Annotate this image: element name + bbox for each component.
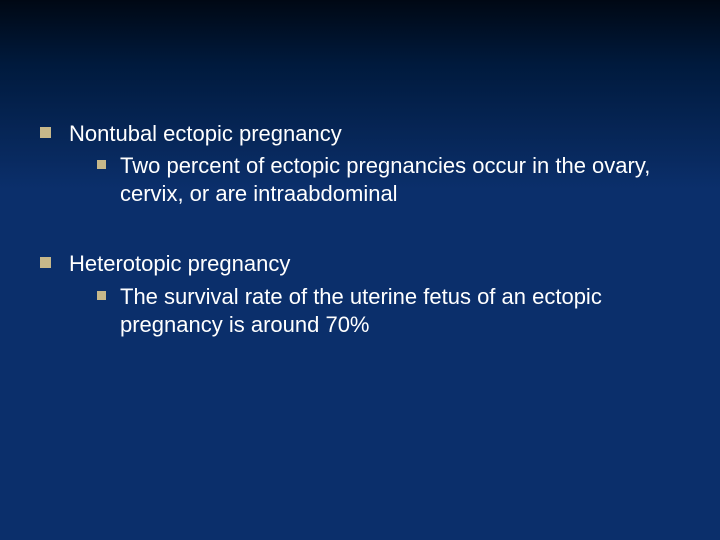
slide: Nontubal ectopic pregnancy Two percent o… [0, 0, 720, 540]
sub-bullet-text-0: Two percent of ectopic pregnancies occur… [120, 152, 680, 208]
square-bullet-icon [97, 160, 106, 169]
bullet-content-0: Nontubal ectopic pregnancy Two percent o… [69, 120, 680, 208]
bullet-item-0: Nontubal ectopic pregnancy Two percent o… [40, 120, 680, 208]
bullet-heading-0: Nontubal ectopic pregnancy [69, 120, 680, 148]
square-bullet-icon [40, 257, 51, 268]
sub-bullet-item-0: Two percent of ectopic pregnancies occur… [69, 152, 680, 208]
bullet-item-1: Heterotopic pregnancy The survival rate … [40, 250, 680, 338]
sub-bullet-item-1: The survival rate of the uterine fetus o… [69, 283, 680, 339]
bullet-content-1: Heterotopic pregnancy The survival rate … [69, 250, 680, 338]
square-bullet-icon [40, 127, 51, 138]
square-bullet-icon [97, 291, 106, 300]
bullet-heading-1: Heterotopic pregnancy [69, 250, 680, 278]
sub-bullet-text-1: The survival rate of the uterine fetus o… [120, 283, 680, 339]
